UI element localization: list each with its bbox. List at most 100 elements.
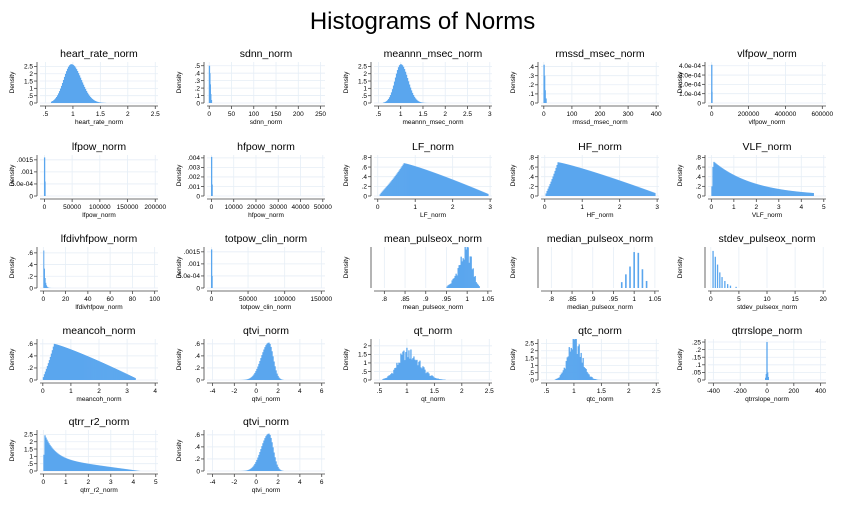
histogram-bar: [711, 91, 713, 103]
histogram-bar: [128, 375, 130, 380]
histogram-bar: [763, 185, 765, 196]
y-tick-label: .5: [362, 93, 368, 100]
histogram-bar: [404, 360, 406, 380]
x-tick-label: 4: [799, 204, 803, 211]
histogram-bar: [786, 190, 788, 196]
histogram-bar: [109, 466, 111, 471]
x-tick-label: 100: [248, 111, 259, 118]
y-tick-label: 1: [363, 360, 367, 367]
histogram-bar: [579, 167, 581, 196]
histogram-bar: [65, 71, 68, 103]
x-tick-label: 2: [97, 388, 101, 395]
histogram-bar: [623, 181, 625, 196]
histogram-bar: [475, 282, 477, 288]
histogram-bar: [418, 167, 420, 196]
histogram-bar: [67, 458, 69, 471]
histogram-bar: [408, 350, 410, 380]
y-axis-label: Density: [176, 256, 183, 278]
histogram-bar: [68, 348, 71, 380]
histogram-bar: [618, 180, 620, 196]
histogram-bar: [752, 182, 754, 196]
histogram-bar: [462, 258, 464, 288]
histogram-panel: hfpow_norm 0 .001 .002 .003 .004 0 10000 20000 30…: [176, 141, 332, 219]
histogram-bar: [714, 162, 716, 196]
x-tick-label: .9: [423, 296, 429, 303]
histogram-bar: [451, 179, 453, 196]
histogram-bar: [549, 184, 551, 196]
histogram-bar: [714, 256, 716, 288]
histogram-bar: [404, 163, 406, 196]
y-axis-label: Density: [176, 71, 183, 93]
histogram-bar: [258, 363, 260, 380]
y-tick-label: .1: [696, 362, 702, 369]
y-axis-label: Density: [510, 256, 517, 278]
x-tick-label: -2: [231, 479, 237, 486]
histogram-bar: [256, 368, 258, 380]
histogram-bar: [45, 437, 47, 471]
histogram-bar: [267, 433, 269, 471]
x-tick-label: 3: [125, 388, 129, 395]
y-tick-label: 1: [29, 86, 33, 93]
y-tick-label: .2: [529, 184, 535, 191]
histogram-bar: [64, 457, 66, 471]
histogram-bar: [278, 377, 280, 380]
histogram-bar: [410, 90, 413, 103]
histogram-bar: [413, 165, 415, 196]
histogram-bar: [211, 275, 213, 288]
histogram-bar: [420, 367, 422, 380]
histogram-bar: [788, 190, 790, 196]
histogram-bar: [65, 347, 68, 380]
x-tick-label: 3: [488, 204, 492, 211]
x-tick-label: 15: [791, 296, 799, 303]
histogram-bar: [392, 373, 394, 380]
y-tick-label: .2: [28, 365, 34, 372]
histogram-bar: [91, 464, 93, 471]
histogram-bar: [414, 98, 417, 103]
x-axis-label: rmssd_msec_norm: [572, 119, 627, 126]
histogram-bar: [133, 377, 135, 380]
histogram-bar: [44, 435, 46, 471]
histogram-bar: [592, 171, 594, 196]
histogram-bar: [409, 164, 411, 196]
y-axis-label: Density: [176, 348, 183, 370]
y-tick-label: 0: [697, 193, 701, 200]
x-tick-label: 1.05: [482, 296, 495, 303]
histogram-bar: [795, 191, 797, 196]
y-tick-label: 1.5: [24, 78, 33, 85]
histogram-bar: [456, 181, 458, 196]
histogram-bar: [765, 186, 767, 196]
histogram-bar: [473, 276, 475, 288]
x-tick-label: 5: [154, 479, 158, 486]
histogram-bar: [400, 353, 402, 380]
histogram-bar: [117, 467, 119, 471]
x-tick-label: 1: [572, 388, 576, 395]
histogram-bar: [642, 188, 644, 196]
histogram-bar: [459, 182, 461, 196]
histogram-bar: [593, 378, 595, 380]
histogram-bar: [49, 356, 52, 380]
histogram-bar: [399, 362, 401, 380]
histogram-bar: [453, 278, 455, 288]
x-tick-label: 1: [732, 204, 736, 211]
histogram-bar: [460, 182, 462, 196]
histogram-bar: [414, 359, 416, 380]
histogram-bar: [114, 368, 116, 380]
x-tick-label: 2: [618, 204, 622, 211]
x-tick-label: 2: [443, 111, 447, 118]
histogram-bar: [794, 191, 796, 196]
histogram-bar: [276, 373, 278, 380]
x-tick-label: 2: [126, 111, 130, 118]
histogram-bar: [56, 452, 58, 471]
histogram-bar: [724, 169, 726, 196]
y-axis-label: Density: [9, 71, 16, 93]
histogram-bar: [650, 191, 652, 196]
histogram-bar: [209, 84, 211, 103]
histogram-bar: [98, 361, 100, 380]
y-tick-label: .4: [195, 70, 201, 77]
histogram-bar: [472, 268, 474, 288]
panel-title: mean_pulseox_norm: [384, 233, 482, 245]
histogram-bar: [463, 184, 465, 196]
histogram-bar: [70, 459, 72, 471]
histogram-bar: [61, 456, 63, 471]
histogram-bar: [411, 359, 413, 380]
